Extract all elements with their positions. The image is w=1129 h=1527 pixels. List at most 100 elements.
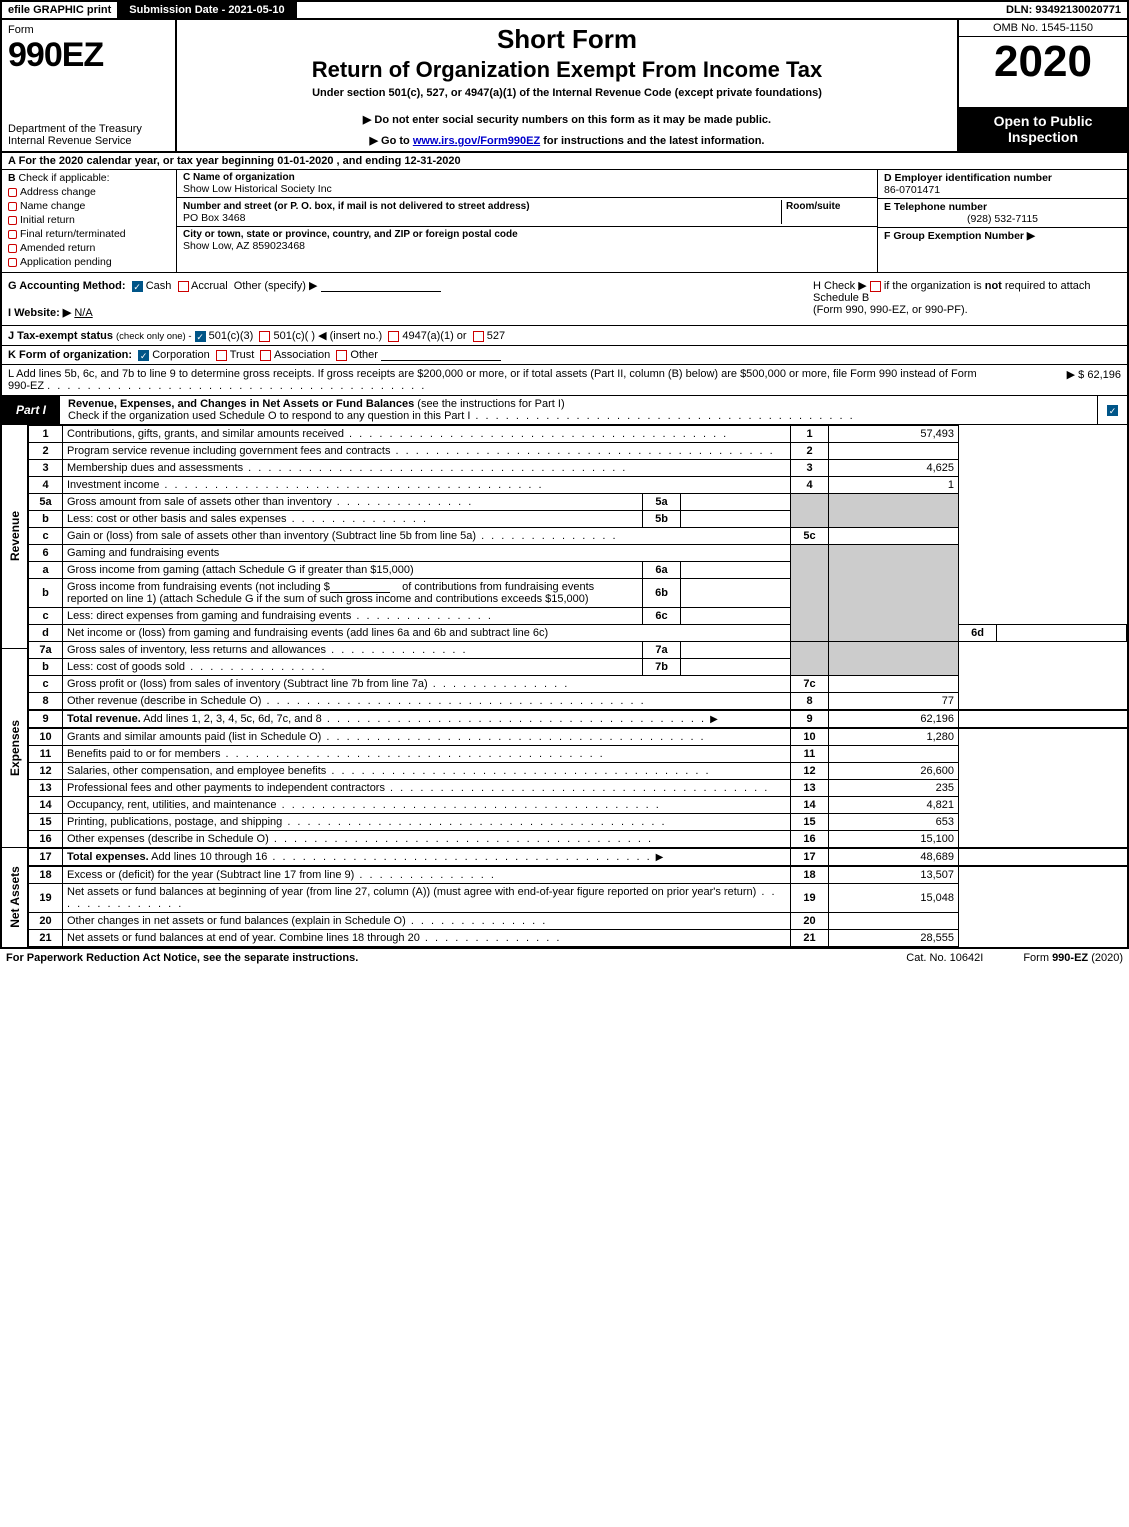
part1-title-b: Revenue, Expenses, and Changes in Net As…	[68, 398, 414, 410]
h-text4: (Form 990, 990-EZ, or 990-PF).	[813, 304, 1121, 316]
b-opt-5: Application pending	[20, 256, 112, 268]
col-h: H Check ▶ if the organization is not req…	[807, 273, 1127, 325]
l-amount: ▶ $ 62,196	[1001, 368, 1121, 392]
line-20: 20 Other changes in net assets or fund b…	[29, 913, 1127, 930]
b-label: Check if applicable:	[19, 172, 110, 184]
omb-number: OMB No. 1545-1150	[959, 20, 1127, 37]
line-5a: 5a Gross amount from sale of assets othe…	[29, 494, 1127, 511]
chk-trust[interactable]	[216, 350, 227, 361]
chk-final-return[interactable]	[8, 230, 17, 239]
paperwork-notice: For Paperwork Reduction Act Notice, see …	[6, 952, 866, 964]
short-form-title: Short Form	[187, 24, 947, 55]
chk-accrual[interactable]	[178, 281, 189, 292]
j-o1: 501(c)(3)	[209, 330, 254, 342]
part1-tab: Part I	[2, 396, 60, 424]
org-city: Show Low, AZ 859023468	[183, 240, 871, 252]
chk-schedule-o-icon: ✓	[1107, 405, 1118, 416]
chk-527[interactable]	[473, 331, 484, 342]
h-text2: if the organization is	[884, 280, 985, 292]
e-label: E Telephone number	[884, 201, 987, 213]
line-2: 2 Program service revenue including gove…	[29, 443, 1127, 460]
line-7b: b Less: cost of goods sold 7b	[29, 659, 1127, 676]
chk-501c[interactable]	[259, 331, 270, 342]
chk-association[interactable]	[260, 350, 271, 361]
b-opt-4: Amended return	[20, 242, 95, 254]
line-1: 1 Contributions, gifts, grants, and simi…	[29, 426, 1127, 443]
part1-header: Part I Revenue, Expenses, and Changes in…	[0, 396, 1129, 425]
chk-address-change[interactable]	[8, 188, 17, 197]
line-18: 18 Excess or (deficit) for the year (Sub…	[29, 866, 1127, 884]
section-bcdef: B Check if applicable: Address change Na…	[0, 170, 1129, 273]
part1-check-text: Check if the organization used Schedule …	[68, 410, 470, 422]
col-g: G Accounting Method: ✓ Cash Accrual Othe…	[2, 273, 807, 325]
chk-other-org[interactable]	[336, 350, 347, 361]
k-o0: Corporation	[152, 349, 209, 361]
line-7a: 7a Gross sales of inventory, less return…	[29, 642, 1127, 659]
d-label: D Employer identification number	[884, 172, 1052, 184]
submission-date: Submission Date - 2021-05-10	[119, 2, 296, 18]
line-8: 8 Other revenue (describe in Schedule O)…	[29, 693, 1127, 711]
chk-schedule-b-not-required[interactable]	[870, 281, 881, 292]
chk-corporation[interactable]: ✓	[138, 350, 149, 361]
line-6a: a Gross income from gaming (attach Sched…	[29, 562, 1127, 579]
row-gh: G Accounting Method: ✓ Cash Accrual Othe…	[0, 273, 1129, 326]
j-insert: ◀ (insert no.)	[318, 330, 382, 342]
other-specify-input[interactable]	[321, 280, 441, 292]
chk-name-change[interactable]	[8, 202, 17, 211]
k-o3: Other	[350, 349, 378, 361]
i-label: I Website: ▶	[8, 307, 71, 319]
phone-value: (928) 532-7115	[884, 213, 1121, 225]
form-number: 990EZ	[8, 36, 169, 75]
line-11: 11 Benefits paid to or for members 11	[29, 746, 1127, 763]
row-a-tax-year: A For the 2020 calendar year, or tax yea…	[0, 153, 1129, 170]
h-not: not	[985, 280, 1002, 292]
part1-sub: (see the instructions for Part I)	[414, 398, 564, 410]
chk-amended-return[interactable]	[8, 244, 17, 253]
chk-application-pending[interactable]	[8, 258, 17, 267]
irs-link[interactable]: www.irs.gov/Form990EZ	[413, 135, 540, 147]
b-opt-0: Address change	[20, 186, 96, 198]
b-opt-2: Initial return	[20, 214, 75, 226]
col-b: B Check if applicable: Address change Na…	[2, 170, 177, 272]
line-14: 14 Occupancy, rent, utilities, and maint…	[29, 797, 1127, 814]
c-name-label: C Name of organization	[183, 172, 871, 183]
form-word: Form	[8, 24, 169, 36]
chk-4947[interactable]	[388, 331, 399, 342]
chk-cash[interactable]: ✓	[132, 281, 143, 292]
part1-title: Revenue, Expenses, and Changes in Net As…	[60, 396, 1097, 424]
line-6: 6 Gaming and fundraising events	[29, 545, 1127, 562]
part1-schedule-o-check[interactable]: ✓	[1097, 396, 1127, 424]
vlabel-expenses: Expenses	[2, 648, 28, 847]
line-5c: c Gain or (loss) from sale of assets oth…	[29, 528, 1127, 545]
ssn-notice: ▶ Do not enter social security numbers o…	[187, 113, 947, 126]
line-9: 9 Total revenue. Add lines 1, 2, 3, 4, 5…	[29, 710, 1127, 728]
line-13: 13 Professional fees and other payments …	[29, 780, 1127, 797]
vlabel-net-assets: Net Assets	[2, 847, 28, 947]
tax-year: 2020	[959, 37, 1127, 87]
row-j: J Tax-exempt status (check only one) - ✓…	[0, 326, 1129, 346]
c-city-label: City or town, state or province, country…	[183, 229, 871, 240]
g-accrual: Accrual	[191, 280, 228, 292]
ein-value: 86-0701471	[884, 184, 1121, 196]
other-org-input[interactable]	[381, 349, 501, 361]
j-o2: 501(c)( )	[273, 330, 315, 342]
row-a-text: For the 2020 calendar year, or tax year …	[19, 155, 461, 167]
vlabel-revenue: Revenue	[2, 425, 28, 648]
col-c: C Name of organization Show Low Historic…	[177, 170, 877, 272]
line-6c: c Less: direct expenses from gaming and …	[29, 608, 1127, 625]
chk-initial-return[interactable]	[8, 216, 17, 225]
h-text1: H Check ▶	[813, 280, 867, 292]
line-17: 17 Total expenses. Add lines 10 through …	[29, 848, 1127, 866]
f-label: F Group Exemption Number ▶	[884, 230, 1035, 242]
efile-print-button[interactable]: efile GRAPHIC print	[2, 2, 119, 18]
chk-501c3[interactable]: ✓	[195, 331, 206, 342]
open-inspection: Open to Public Inspection	[959, 107, 1127, 151]
line-4: 4 Investment income 4 1	[29, 477, 1127, 494]
k-o1: Trust	[230, 349, 255, 361]
top-bar: efile GRAPHIC print Submission Date - 20…	[0, 0, 1129, 20]
goto-pre: ▶ Go to	[370, 135, 413, 147]
j-o3: 4947(a)(1) or	[402, 330, 466, 342]
goto-post: for instructions and the latest informat…	[543, 135, 764, 147]
header-center: Short Form Return of Organization Exempt…	[177, 20, 957, 151]
j-label: J Tax-exempt status	[8, 330, 113, 342]
